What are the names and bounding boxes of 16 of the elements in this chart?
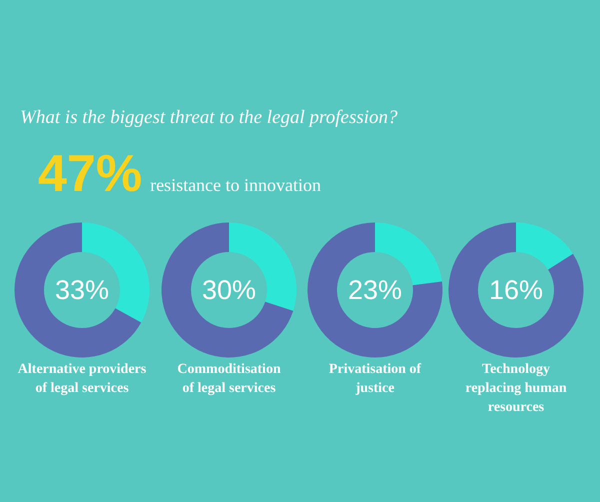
text: 16% bbox=[488, 274, 543, 304]
text: resistance to innovation bbox=[150, 175, 322, 195]
text: Privatisation of justice bbox=[328, 362, 421, 396]
text: 47% bbox=[38, 145, 142, 203]
text: 30% bbox=[201, 274, 256, 304]
text: Alternative providers of legal services bbox=[17, 362, 146, 396]
text: Commoditisation of legal services bbox=[176, 362, 280, 396]
text: 23% bbox=[347, 274, 402, 304]
text: 33% bbox=[54, 274, 109, 304]
donut-slice bbox=[516, 222, 572, 270]
donut-slice bbox=[161, 222, 293, 357]
donut-slice bbox=[307, 222, 442, 357]
donut-slice bbox=[14, 222, 141, 357]
text: Technology replacing human resources bbox=[464, 362, 566, 414]
text: What is the biggest threat to the legal profession? bbox=[20, 107, 398, 128]
donut-slice bbox=[448, 222, 583, 357]
